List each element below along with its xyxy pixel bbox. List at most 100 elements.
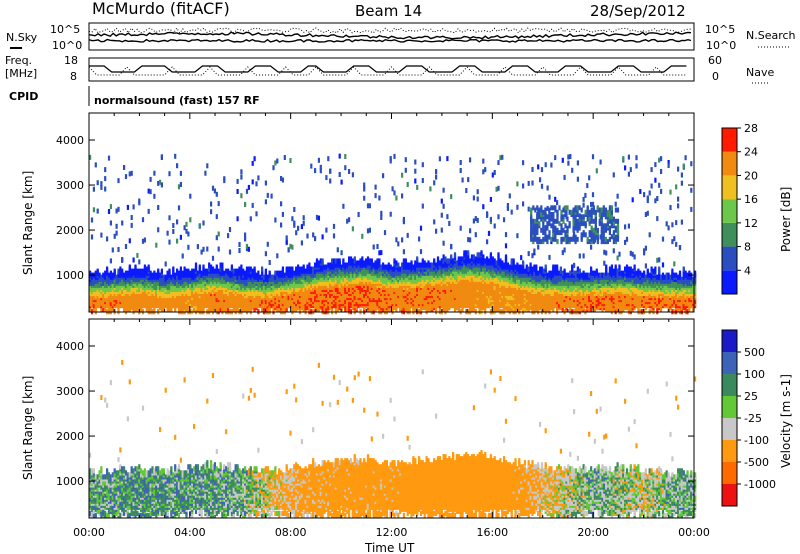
power-cell: [97, 209, 99, 214]
power-cell: [237, 189, 239, 194]
power-cell: [185, 269, 187, 274]
power-cell: [106, 236, 108, 241]
power-cell: [150, 177, 152, 182]
power-cell: [150, 271, 152, 276]
power-cell: [93, 187, 95, 192]
power-cell: [180, 171, 182, 176]
power-cell: [110, 204, 112, 209]
power-cell: [206, 247, 208, 252]
power-cell: [218, 201, 220, 206]
power-cell: [193, 269, 195, 274]
nsky-label: N.Sky: [6, 31, 38, 44]
power-cell: [212, 267, 214, 272]
power-cell: [155, 243, 157, 248]
power-cell: [153, 271, 155, 276]
power-cell: [153, 194, 155, 199]
power-cell: [172, 229, 174, 234]
freq-label-line2: [MHz]: [5, 67, 37, 80]
power-cell: [182, 254, 184, 259]
power-cell: [178, 205, 180, 210]
nave-tick-low: 0: [712, 70, 719, 83]
power-cell: [102, 273, 104, 278]
power-cell: [110, 221, 112, 226]
power-cell: [178, 184, 180, 189]
power-cell: [240, 175, 242, 180]
nsearch-label: N.Search: [746, 29, 796, 42]
power-cell: [202, 247, 204, 252]
power-cell: [100, 233, 102, 238]
power-cell: [210, 209, 212, 214]
power-cell: [212, 256, 214, 261]
power-cell: [189, 194, 191, 199]
power-cell: [172, 223, 174, 228]
power-cell: [204, 171, 206, 176]
freq-panel: [89, 58, 694, 81]
power-cell: [108, 273, 110, 278]
noise-tick-right-high: 10^5: [705, 23, 735, 36]
power-cell: [117, 178, 119, 183]
power-cell: [202, 265, 204, 270]
date-title: 28/Sep/2012: [590, 2, 686, 20]
power-cell: [237, 269, 239, 274]
power-cell: [165, 275, 167, 280]
power-cell: [151, 273, 153, 278]
power-cell: [110, 258, 112, 263]
power-cell: [233, 269, 235, 274]
power-cell: [140, 269, 142, 274]
power-cell: [131, 171, 133, 176]
power-cell: [148, 189, 150, 194]
power-cell: [116, 209, 118, 214]
power-cell: [201, 250, 203, 255]
power-cell: [184, 267, 186, 272]
power-cell: [218, 247, 220, 252]
power-cell: [206, 269, 208, 274]
power-cell: [131, 223, 133, 228]
power-cell: [112, 273, 114, 278]
freq-tick-low: 8: [70, 70, 77, 83]
power-cell: [129, 265, 131, 270]
power-cell: [187, 269, 189, 274]
power-cell: [218, 232, 220, 237]
power-cell: [206, 163, 208, 168]
power-cell: [180, 235, 182, 240]
power-cell: [167, 271, 169, 276]
power-cell: [165, 262, 167, 267]
power-cell: [208, 263, 210, 268]
power-cell: [168, 171, 170, 176]
nsky-trace-lower: [89, 40, 691, 43]
power-cell: [125, 271, 127, 276]
power-cell: [248, 267, 250, 272]
nave-label: Nave: [746, 66, 774, 79]
power-cell: [108, 209, 110, 214]
power-cell: [163, 275, 165, 280]
power-cell: [104, 271, 106, 276]
power-cell: [167, 231, 169, 236]
power-cell: [127, 205, 129, 210]
power-cell: [170, 275, 172, 280]
power-cell: [184, 225, 186, 230]
power-cell: [189, 271, 191, 276]
power-panel: 1000200030004000: [56, 113, 696, 314]
cpid-value: normalsound (fast) 157 RF: [94, 94, 260, 107]
power-cell: [136, 253, 138, 258]
noise-tick-right-low: 10^0: [706, 39, 736, 52]
power-cell: [157, 181, 159, 186]
power-cell: [197, 271, 199, 276]
power-cell: [123, 273, 125, 278]
power-cell: [104, 176, 106, 181]
power-cell: [227, 269, 229, 274]
freq-nave-traces: [89, 66, 686, 75]
power-cell: [146, 267, 148, 272]
power-cell: [180, 182, 182, 187]
power-cell: [131, 269, 133, 274]
power-cell: [240, 193, 242, 198]
power-cell: [210, 202, 212, 207]
power-cell: [110, 271, 112, 276]
power-cell: [201, 271, 203, 276]
power-cell: [242, 269, 244, 274]
power-cell: [237, 179, 239, 184]
power-cell: [238, 248, 240, 253]
power-cell: [114, 234, 116, 239]
power-cell: [117, 247, 119, 252]
power-cell: [176, 163, 178, 168]
